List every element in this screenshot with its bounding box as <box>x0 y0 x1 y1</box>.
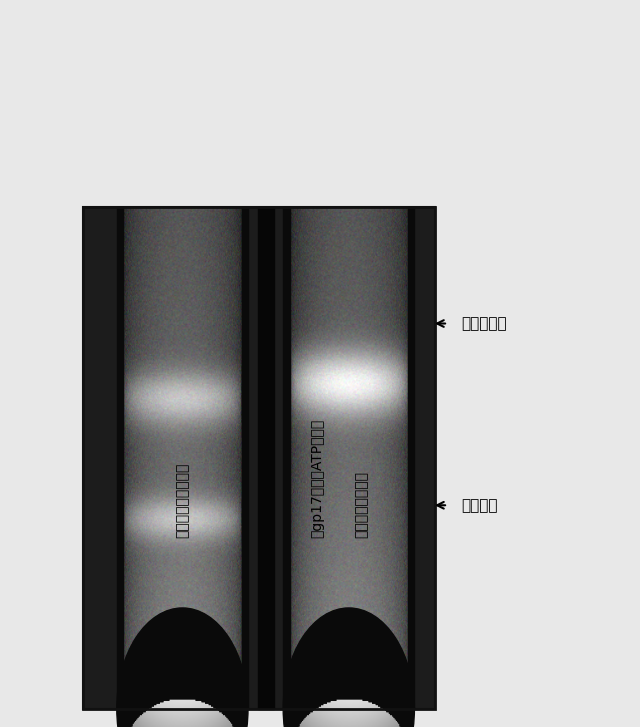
Bar <box>241 207 248 709</box>
Bar <box>83 207 435 709</box>
Bar <box>116 207 123 709</box>
Bar <box>258 207 274 709</box>
Ellipse shape <box>116 608 248 727</box>
Text: コントロール試料: コントロール試料 <box>355 471 369 538</box>
Bar <box>83 207 435 709</box>
Text: 不完全頭部: 不完全頭部 <box>461 316 506 331</box>
Bar <box>408 207 415 709</box>
Text: （gp17およびATPなし）: （gp17およびATPなし） <box>310 419 324 538</box>
Bar <box>283 207 290 709</box>
Text: パッケージング試料: パッケージング試料 <box>175 462 189 538</box>
Ellipse shape <box>284 608 415 727</box>
Text: 完全頭部: 完全頭部 <box>461 498 497 513</box>
